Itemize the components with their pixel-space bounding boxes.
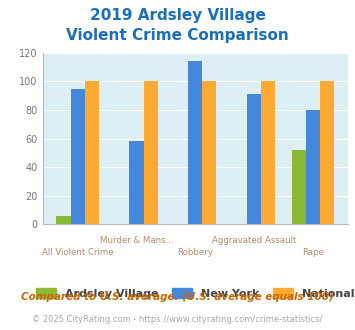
Bar <box>85 82 99 224</box>
Bar <box>261 82 275 224</box>
Bar <box>292 150 306 224</box>
Bar <box>320 82 334 224</box>
Bar <box>129 142 143 224</box>
Bar <box>202 82 217 224</box>
Text: Robbery: Robbery <box>177 248 213 257</box>
Text: All Violent Crime: All Violent Crime <box>42 248 114 257</box>
Text: Violent Crime Comparison: Violent Crime Comparison <box>66 28 289 43</box>
Bar <box>71 88 85 224</box>
Bar <box>143 82 158 224</box>
Text: Aggravated Assault: Aggravated Assault <box>212 236 296 246</box>
Text: Compared to U.S. average. (U.S. average equals 100): Compared to U.S. average. (U.S. average … <box>21 292 334 302</box>
Text: © 2025 CityRating.com - https://www.cityrating.com/crime-statistics/: © 2025 CityRating.com - https://www.city… <box>32 315 323 324</box>
Bar <box>188 61 202 224</box>
Text: Murder & Mans...: Murder & Mans... <box>100 236 173 246</box>
Text: 2019 Ardsley Village: 2019 Ardsley Village <box>89 8 266 23</box>
Legend: Ardsley Village, New York, National: Ardsley Village, New York, National <box>37 288 354 299</box>
Bar <box>56 216 71 224</box>
Bar <box>306 110 320 224</box>
Bar <box>247 94 261 224</box>
Text: Rape: Rape <box>302 248 324 257</box>
